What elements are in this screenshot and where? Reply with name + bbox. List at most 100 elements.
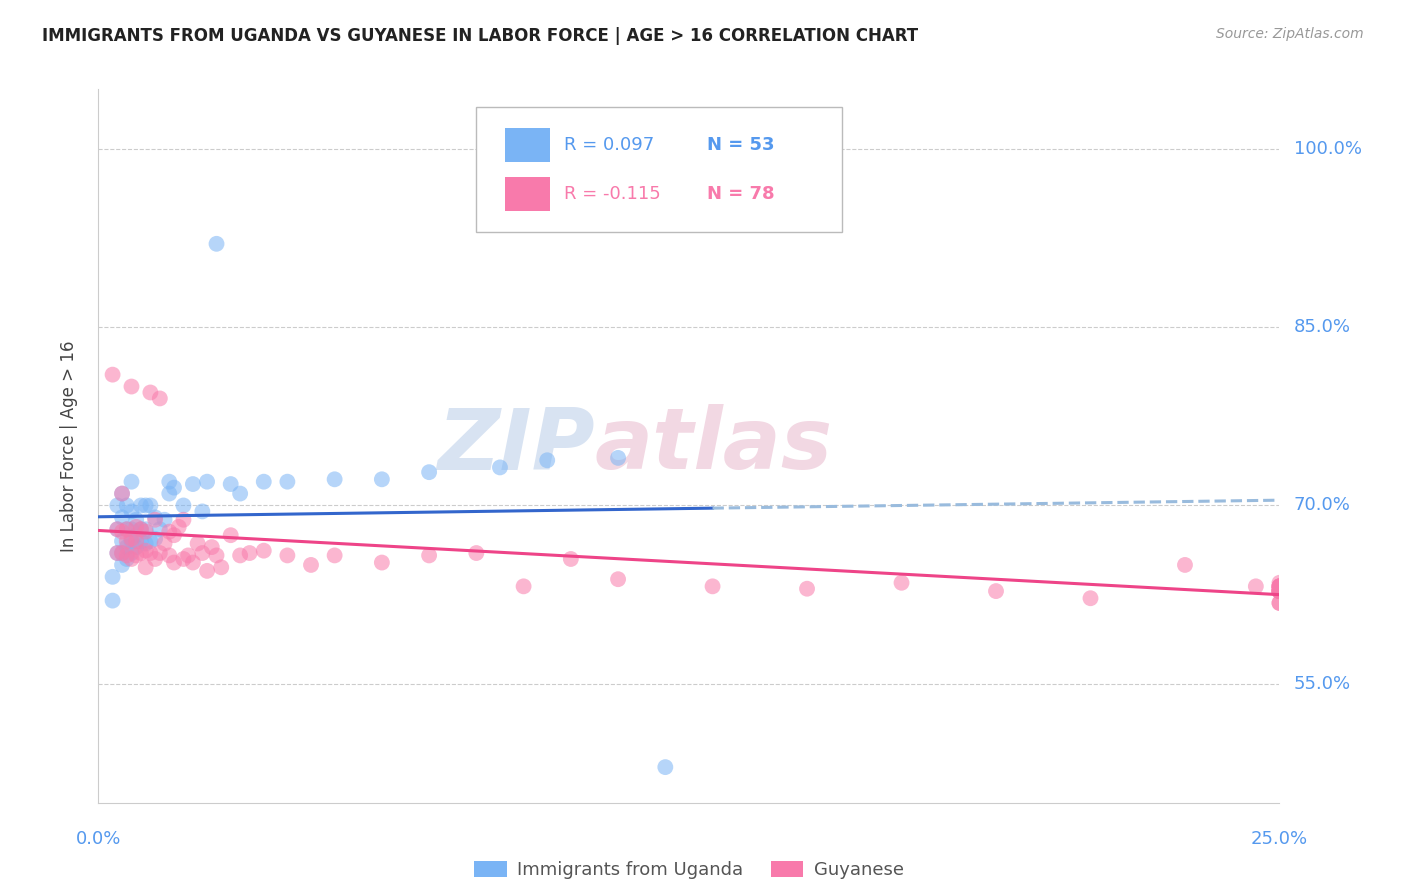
Point: [209, 560, 232, 574]
Point: [1268, 596, 1291, 610]
Point: [1268, 584, 1291, 599]
Point: [465, 546, 488, 560]
Point: [167, 520, 190, 534]
Point: [101, 593, 124, 607]
Point: [371, 472, 394, 486]
Point: [654, 760, 676, 774]
Point: [1268, 584, 1291, 599]
Point: [229, 486, 252, 500]
Point: [129, 522, 152, 536]
Point: [489, 460, 512, 475]
Point: [149, 392, 172, 406]
Legend: Immigrants from Uganda, Guyanese: Immigrants from Uganda, Guyanese: [467, 854, 911, 887]
Point: [239, 546, 262, 560]
Point: [1268, 584, 1291, 599]
Point: [135, 524, 157, 539]
Point: [121, 504, 143, 518]
Point: [371, 556, 394, 570]
Point: [163, 481, 186, 495]
Text: ZIP: ZIP: [437, 404, 595, 488]
Text: IMMIGRANTS FROM UGANDA VS GUYANESE IN LABOR FORCE | AGE > 16 CORRELATION CHART: IMMIGRANTS FROM UGANDA VS GUYANESE IN LA…: [42, 27, 918, 45]
Point: [157, 486, 180, 500]
Point: [219, 528, 242, 542]
Point: [111, 510, 134, 524]
Text: 85.0%: 85.0%: [1294, 318, 1351, 336]
Point: [143, 532, 166, 546]
Point: [111, 546, 134, 560]
Point: [201, 540, 224, 554]
Point: [143, 510, 166, 524]
Point: [512, 579, 534, 593]
Point: [1268, 582, 1291, 596]
Point: [276, 475, 298, 489]
Point: [135, 499, 157, 513]
Text: atlas: atlas: [595, 404, 832, 488]
Point: [890, 575, 912, 590]
Point: [191, 546, 214, 560]
Point: [125, 520, 148, 534]
Point: [115, 534, 138, 549]
Point: [1244, 579, 1267, 593]
Text: 100.0%: 100.0%: [1294, 140, 1361, 158]
Point: [536, 453, 558, 467]
Point: [105, 499, 128, 513]
FancyBboxPatch shape: [505, 177, 550, 211]
Point: [139, 385, 162, 400]
Point: [172, 552, 194, 566]
Point: [1080, 591, 1102, 606]
Point: [101, 570, 124, 584]
Point: [299, 558, 322, 572]
Point: [253, 475, 276, 489]
Point: [115, 540, 138, 554]
Point: [105, 522, 128, 536]
Point: [111, 558, 134, 572]
Point: [143, 552, 166, 566]
Point: [153, 536, 176, 550]
Point: [560, 552, 582, 566]
Point: [607, 450, 630, 465]
Point: [276, 549, 298, 563]
Text: Source: ZipAtlas.com: Source: ZipAtlas.com: [1216, 27, 1364, 41]
Point: [111, 486, 134, 500]
Point: [229, 549, 252, 563]
Text: N = 53: N = 53: [707, 136, 775, 154]
Point: [191, 504, 214, 518]
Point: [157, 549, 180, 563]
Point: [163, 528, 186, 542]
Point: [1268, 575, 1291, 590]
Point: [125, 513, 148, 527]
Y-axis label: In Labor Force | Age > 16: In Labor Force | Age > 16: [59, 340, 77, 552]
Point: [111, 524, 134, 539]
Point: [135, 560, 157, 574]
Point: [115, 552, 138, 566]
Point: [1268, 579, 1291, 593]
Point: [323, 472, 346, 486]
Point: [253, 543, 276, 558]
Point: [1268, 579, 1291, 593]
Text: R = -0.115: R = -0.115: [564, 185, 661, 202]
Point: [135, 522, 157, 536]
Text: 0.0%: 0.0%: [76, 830, 121, 847]
Point: [111, 486, 134, 500]
Point: [1268, 584, 1291, 599]
Point: [121, 552, 143, 566]
Point: [125, 549, 148, 563]
Point: [143, 513, 166, 527]
Point: [121, 522, 143, 536]
Point: [1268, 579, 1291, 593]
Point: [149, 546, 172, 560]
Point: [607, 572, 630, 586]
Point: [135, 536, 157, 550]
Point: [1268, 579, 1291, 593]
Point: [125, 540, 148, 554]
Point: [702, 579, 724, 593]
Point: [1174, 558, 1197, 572]
Point: [129, 499, 152, 513]
Point: [205, 236, 228, 251]
Point: [121, 532, 143, 546]
Point: [172, 499, 194, 513]
Point: [195, 564, 218, 578]
Point: [125, 528, 148, 542]
Point: [172, 513, 194, 527]
Point: [1268, 584, 1291, 599]
